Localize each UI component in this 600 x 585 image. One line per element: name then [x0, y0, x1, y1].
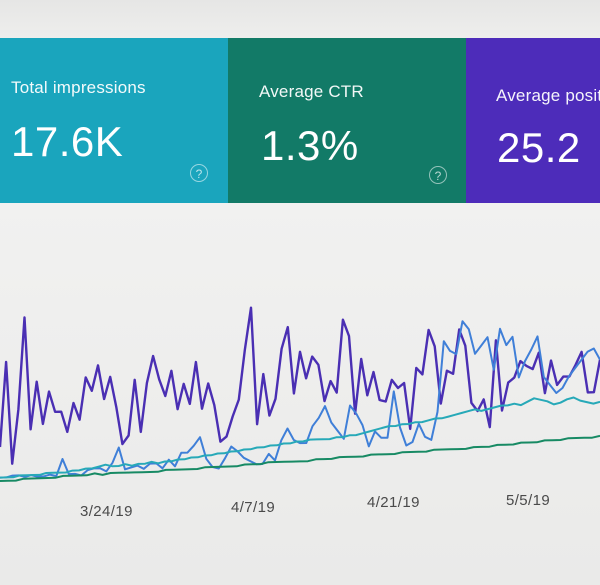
metric-label: Average positi [496, 86, 600, 105]
x-tick-label: 5/5/19 [506, 492, 550, 509]
metric-label: Total impressions [11, 78, 146, 97]
metric-value: 17.6K [11, 118, 124, 165]
x-tick-label: 4/7/19 [231, 499, 275, 516]
screen-bezel [0, 0, 600, 40]
series-line-2 [0, 396, 600, 479]
line-chart: 3/24/19 4/7/19 4/21/19 5/5/19 [0, 306, 600, 520]
metric-card-average-ctr[interactable]: Average CTR 1.3% ? [228, 38, 466, 203]
metric-label: Average CTR [259, 82, 364, 101]
series-line-3 [0, 434, 600, 482]
performance-chart: 3/24/19 4/7/19 4/21/19 5/5/19 [0, 203, 600, 585]
metric-card-total-impressions[interactable]: Total impressions 17.6K ? [0, 38, 228, 203]
metric-cards: Total impressions 17.6K ? Average CTR 1.… [0, 38, 600, 203]
series-line-1 [0, 320, 600, 479]
metric-value: 25.2 [497, 124, 581, 171]
metric-value: 1.3% [261, 122, 359, 169]
help-circle-icon[interactable]: ? [429, 166, 447, 184]
x-tick-label: 4/21/19 [367, 494, 420, 511]
help-circle-icon[interactable]: ? [190, 164, 208, 182]
x-tick-label: 3/24/19 [80, 503, 133, 520]
metric-card-average-position[interactable]: Average positi 25.2 [466, 38, 600, 203]
series-line-0 [0, 306, 600, 465]
